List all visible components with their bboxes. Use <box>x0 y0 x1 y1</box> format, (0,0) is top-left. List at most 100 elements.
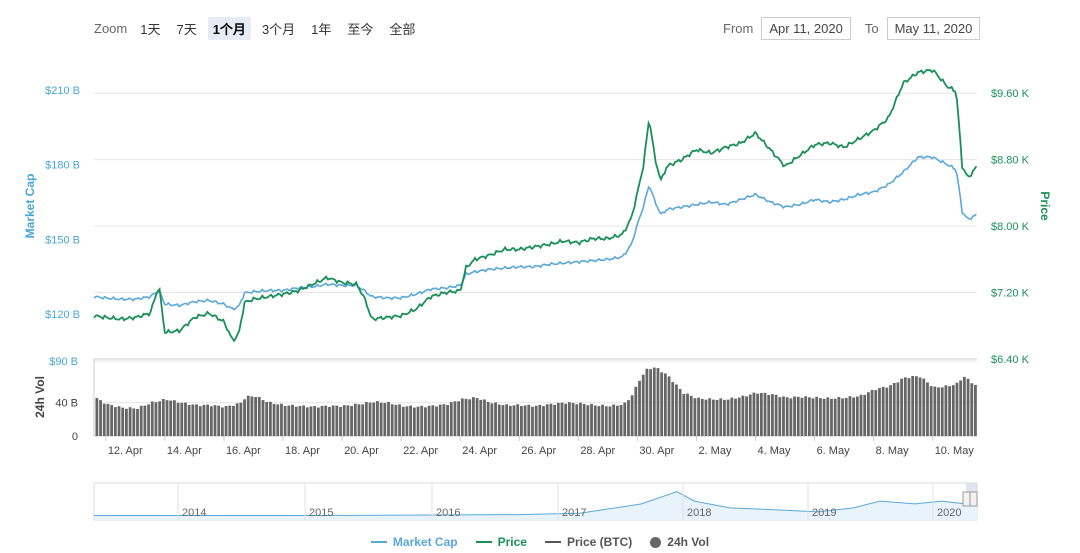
volume-bar <box>268 401 272 436</box>
volume-bar <box>261 400 265 436</box>
dot-swatch-icon <box>650 536 662 548</box>
volume-bar <box>634 386 638 436</box>
volume-bar <box>250 396 254 436</box>
volume-bar <box>815 396 819 436</box>
volume-bar <box>866 392 870 436</box>
volume-bar <box>782 396 785 436</box>
navigator[interactable]: 2014 2015 2016 2017 2018 2019 2020 <box>93 482 978 521</box>
volume-bar <box>446 405 449 436</box>
volume-bar <box>387 401 390 436</box>
volume-bar <box>457 401 461 436</box>
navigator-handle[interactable] <box>969 491 978 507</box>
volume-bar <box>641 374 645 436</box>
volume-bar <box>545 404 549 436</box>
volume-bar <box>276 404 280 436</box>
volume-bar <box>180 402 184 436</box>
volume-bar <box>283 405 287 436</box>
volume-bar <box>719 398 723 436</box>
from-date-input[interactable]: Apr 11, 2020 <box>761 16 851 40</box>
navigator-year-label: 2019 <box>812 507 836 519</box>
volume-bar <box>542 406 545 436</box>
volume-bar <box>106 403 110 436</box>
legend-item-price[interactable]: Price <box>475 535 527 549</box>
volume-bar <box>571 402 575 436</box>
right-tick-label: $7.20 K <box>991 288 1030 300</box>
volume-bar <box>117 406 121 436</box>
zoom-button-ytd[interactable]: 至今 <box>347 21 374 37</box>
volume-bar <box>128 407 132 436</box>
legend-item-24h-vol[interactable]: 24h Vol <box>650 535 709 549</box>
volume-bar <box>99 400 102 436</box>
volume-bar <box>630 395 634 436</box>
volume-bar <box>316 407 320 436</box>
zoom-button-1y[interactable]: 1年 <box>311 21 332 37</box>
volume-bar <box>265 401 269 436</box>
navigator-year-label: 2016 <box>436 507 460 519</box>
volume-bar <box>239 402 243 436</box>
volume-bar <box>671 381 675 436</box>
zoom-button-all[interactable]: 全部 <box>389 21 416 37</box>
volume-bar <box>158 401 162 436</box>
volume-bar <box>819 398 822 436</box>
volume-bar <box>881 386 885 436</box>
volume-bar <box>907 378 911 436</box>
axis-right: $6.40 K $7.20 K $8.00 K $8.80 K $9.60 K Price <box>991 88 1052 366</box>
zoom-button-1m[interactable]: 1个月 <box>207 16 251 40</box>
navigator-year-label: 2017 <box>562 507 586 519</box>
zoom-button-1d[interactable]: 1天 <box>140 21 161 37</box>
volume-bar <box>438 404 442 436</box>
volume-bar <box>460 398 464 436</box>
volume-bar <box>512 405 516 436</box>
volume-bar <box>833 398 837 436</box>
volume-bar <box>401 406 405 436</box>
volume-bar <box>645 368 649 436</box>
volume-bar <box>593 405 597 436</box>
volume-bar <box>800 397 804 436</box>
volume-bar <box>472 397 475 436</box>
x-tick-label: 18. Apr <box>285 445 320 457</box>
volume-bar <box>759 392 763 436</box>
navigator-year-label: 2018 <box>687 507 711 519</box>
left-tick-label: $150 B <box>45 234 80 246</box>
volume-bar <box>863 394 867 436</box>
to-date-input[interactable]: May 11, 2020 <box>886 16 981 40</box>
navigator-year-label: 2015 <box>309 507 333 519</box>
volume-bar <box>534 405 538 436</box>
x-tick-label: 14. Apr <box>167 445 202 457</box>
volume-bar <box>309 406 313 436</box>
volume-bar <box>944 385 948 436</box>
volume-bar <box>405 406 409 436</box>
volume-bar <box>929 386 933 436</box>
volume-bar <box>280 403 283 436</box>
volume-bar <box>195 404 198 436</box>
volume-bar <box>778 397 782 436</box>
volume-bar <box>627 400 630 436</box>
zoom-button-3m[interactable]: 3个月 <box>261 21 296 37</box>
legend: Market Cap Price Price (BTC) 24h Vol <box>0 535 1080 549</box>
x-tick-label: 20. Apr <box>344 445 379 457</box>
volume-bar <box>807 397 811 436</box>
left-tick-label: $180 B <box>45 160 80 172</box>
date-range: From Apr 11, 2020 To May 11, 2020 <box>723 16 981 40</box>
volume-bar <box>556 402 560 436</box>
volume-bar <box>453 401 457 436</box>
navigator-handle[interactable] <box>962 491 971 507</box>
legend-item-market-cap[interactable]: Market Cap <box>370 535 458 549</box>
volume-bar <box>756 393 760 436</box>
volume-bar <box>121 407 125 436</box>
volume-bar <box>885 387 889 436</box>
volume-bar <box>531 406 534 436</box>
volume-tick-label: $90 B <box>49 356 78 368</box>
volume-bar <box>900 378 904 436</box>
volume-bar <box>390 404 394 436</box>
volume-bar <box>959 380 963 436</box>
volume-bar <box>826 397 830 436</box>
volume-bar <box>346 405 350 436</box>
volume-bar <box>737 397 741 436</box>
volume-bar <box>859 394 863 436</box>
zoom-button-7d[interactable]: 7天 <box>176 21 197 37</box>
volume-bar <box>291 404 294 436</box>
volume-bar <box>870 389 874 436</box>
legend-item-price-btc[interactable]: Price (BTC) <box>544 535 632 549</box>
volume-bar <box>150 401 154 436</box>
